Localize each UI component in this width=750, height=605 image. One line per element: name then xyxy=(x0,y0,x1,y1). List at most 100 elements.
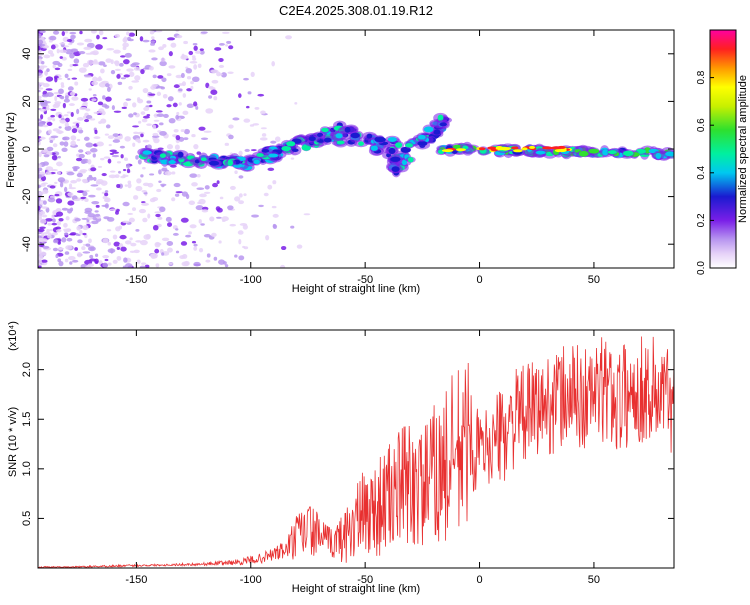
noise-speck xyxy=(85,221,93,224)
noise-speck xyxy=(135,229,140,232)
noise-speck xyxy=(157,75,164,79)
peak-blob xyxy=(529,145,536,149)
noise-speck xyxy=(120,77,126,80)
noise-speck xyxy=(238,150,243,156)
noise-speck xyxy=(82,232,87,236)
spectrogram-y-label: Frequency (Hz) xyxy=(5,112,17,188)
noise-speck xyxy=(166,240,174,246)
noise-speck xyxy=(199,50,205,55)
noise-speck xyxy=(69,31,77,35)
noise-speck xyxy=(56,161,63,167)
noise-speck xyxy=(219,196,224,200)
noise-speck xyxy=(136,259,141,264)
noise-speck xyxy=(38,167,43,172)
noise-speck xyxy=(94,258,99,264)
noise-speck xyxy=(245,105,250,109)
noise-speck xyxy=(224,264,229,268)
noise-speck xyxy=(221,219,226,222)
noise-speck xyxy=(249,124,255,127)
x-tick-label: -50 xyxy=(357,274,373,286)
noise-speck xyxy=(154,248,160,254)
noise-speck xyxy=(191,182,198,187)
noise-speck xyxy=(38,174,43,179)
signal-blob xyxy=(366,133,373,139)
noise-speck xyxy=(149,197,156,203)
peak-blob xyxy=(441,149,454,153)
noise-speck xyxy=(48,39,53,43)
noise-speck xyxy=(60,82,65,86)
noise-speck xyxy=(67,86,74,91)
noise-speck xyxy=(242,245,246,249)
noise-speck xyxy=(85,265,92,268)
noise-speck xyxy=(161,252,165,256)
noise-speck xyxy=(210,69,219,74)
noise-speck xyxy=(38,205,41,211)
noise-speck xyxy=(123,257,128,263)
noise-speck xyxy=(175,191,183,194)
noise-speck xyxy=(227,205,234,211)
noise-speck xyxy=(112,151,120,154)
noise-speck xyxy=(123,59,130,65)
noise-speck xyxy=(178,83,184,86)
noise-speck xyxy=(139,265,146,268)
y-tick-label: 2.0 xyxy=(21,362,33,377)
noise-speck xyxy=(209,216,215,222)
noise-speck xyxy=(192,43,198,46)
snr-series-line xyxy=(38,336,674,568)
noise-speck xyxy=(176,35,183,39)
noise-speck xyxy=(69,183,73,189)
noise-speck xyxy=(45,76,54,82)
noise-speck xyxy=(183,40,189,45)
noise-speck xyxy=(108,174,117,179)
noise-speck xyxy=(171,171,176,175)
noise-speck xyxy=(260,127,267,130)
noise-speck xyxy=(75,157,83,162)
noise-speck xyxy=(38,237,44,243)
noise-speck xyxy=(96,34,100,40)
noise-speck xyxy=(263,192,269,197)
signal-blob xyxy=(423,126,434,133)
snr-background xyxy=(38,330,674,568)
noise-speck xyxy=(75,233,79,236)
noise-speck xyxy=(100,68,105,74)
noise-speck xyxy=(150,40,156,43)
signal-blob xyxy=(655,152,662,160)
x-tick-label: 50 xyxy=(588,574,600,586)
noise-speck xyxy=(154,30,163,33)
signal-blob xyxy=(462,145,469,150)
signal-blob xyxy=(578,150,589,157)
noise-speck xyxy=(229,223,236,227)
colorbar-tick-label: 0.2 xyxy=(696,213,707,227)
noise-speck xyxy=(132,102,137,108)
noise-speck xyxy=(67,68,73,72)
noise-speck xyxy=(81,217,88,220)
x-tick-label: -150 xyxy=(125,274,147,286)
noise-speck xyxy=(106,86,111,93)
noise-speck xyxy=(70,35,76,40)
noise-speck xyxy=(102,255,110,259)
x-tick-label: -150 xyxy=(125,574,147,586)
noise-speck xyxy=(247,91,252,95)
noise-speck xyxy=(79,106,88,111)
noise-speck xyxy=(102,262,109,268)
noise-speck xyxy=(128,113,134,118)
noise-speck xyxy=(214,47,222,51)
noise-speck xyxy=(109,149,117,153)
noise-speck xyxy=(196,187,205,191)
noise-speck xyxy=(38,82,45,86)
noise-speck xyxy=(78,129,84,134)
noise-speck xyxy=(69,63,73,68)
noise-speck xyxy=(132,142,136,147)
signal-blob xyxy=(417,134,426,140)
noise-speck xyxy=(88,88,92,91)
noise-speck xyxy=(122,168,127,172)
noise-speck xyxy=(116,161,121,164)
noise-speck xyxy=(232,117,240,121)
noise-speck xyxy=(153,119,160,122)
noise-speck xyxy=(74,247,78,251)
noise-speck xyxy=(45,92,54,98)
noise-speck xyxy=(78,149,84,153)
noise-speck xyxy=(191,240,197,244)
noise-speck xyxy=(87,213,96,218)
noise-speck xyxy=(66,111,72,114)
